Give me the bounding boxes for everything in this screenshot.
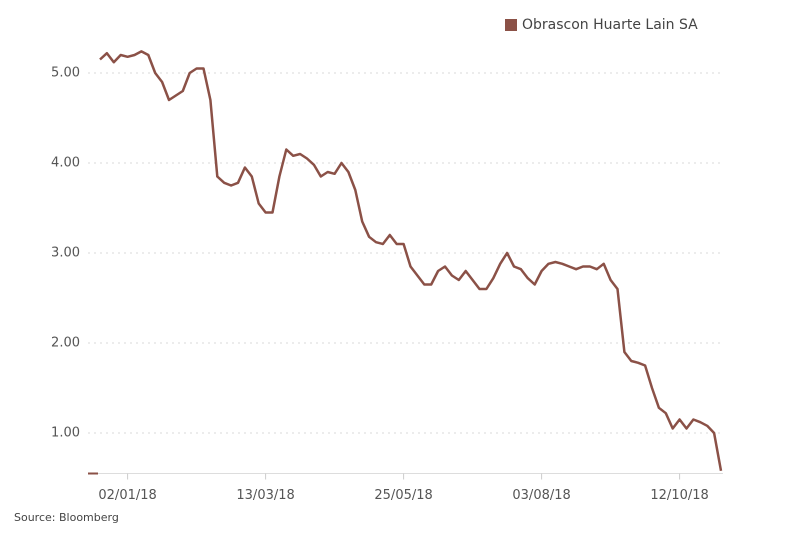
x-tick-label: 02/01/18 [98, 488, 156, 503]
y-tick-label: 2.00 [51, 336, 80, 351]
source-note: Source: Bloomberg [14, 511, 119, 524]
x-tick-label: 03/08/18 [512, 488, 570, 503]
legend-label: Obrascon Huarte Lain SA [522, 17, 698, 33]
legend-swatch [505, 19, 517, 31]
x-tick-label: 25/05/18 [374, 488, 432, 503]
y-tick-label: 5.00 [51, 66, 80, 81]
y-tick-label: 1.00 [51, 426, 80, 441]
y-tick-label: 4.00 [51, 156, 80, 171]
price-line [99, 50, 723, 472]
y-tick-label: 3.00 [51, 246, 80, 261]
x-tick-label: 13/03/18 [236, 488, 294, 503]
x-tick-label: 12/10/18 [650, 488, 708, 503]
